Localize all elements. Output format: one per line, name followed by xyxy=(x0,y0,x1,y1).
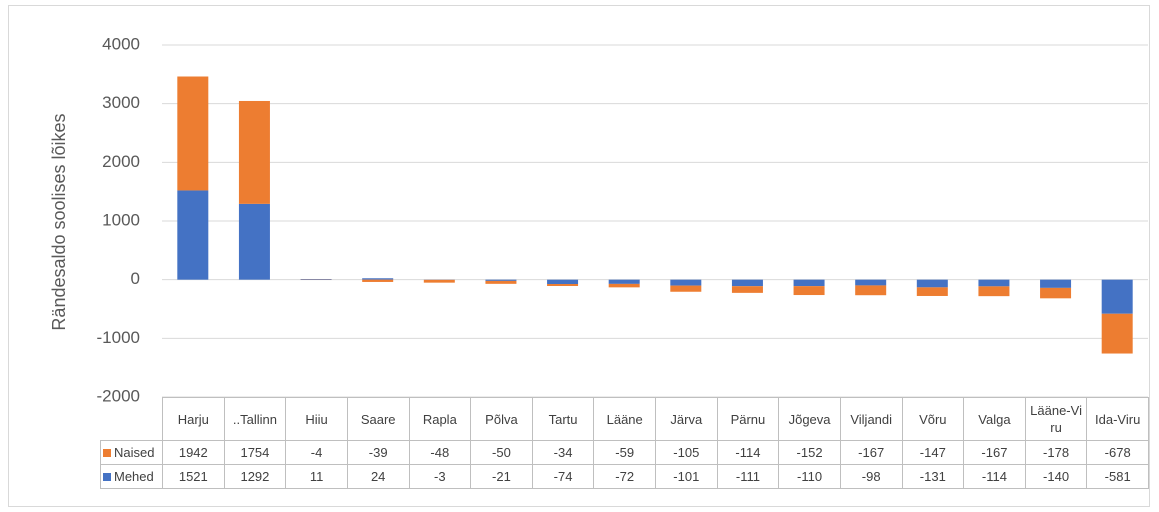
value-cell: -98 xyxy=(839,464,903,489)
bar-segment xyxy=(238,203,270,280)
header-row: Harju ..Tallinn Hiiu Saare Rapla Põlva Tartu Lä… xyxy=(100,397,1149,441)
category-label: Ida-Viru xyxy=(1086,397,1149,441)
legend-entry: Naised xyxy=(100,440,163,465)
bar-segment xyxy=(485,279,517,281)
bar-segment xyxy=(1040,279,1072,288)
bar-segment xyxy=(978,286,1010,297)
value-cell: -4 xyxy=(285,440,348,465)
corner xyxy=(100,397,163,441)
value-cell: -34 xyxy=(531,440,595,465)
bar-segment xyxy=(177,76,209,191)
value-cell: -59 xyxy=(593,440,656,465)
category-label: Saare xyxy=(346,397,410,441)
value-cell: -74 xyxy=(531,464,595,489)
category-label: Järva xyxy=(655,397,718,441)
value-cell: 1942 xyxy=(162,440,225,465)
bar-segment xyxy=(731,286,763,293)
value-cell: -147 xyxy=(901,440,965,465)
bar-segment xyxy=(547,284,579,287)
data-table: Harju ..Tallinn Hiiu Saare Rapla Põlva Tartu Lä… xyxy=(100,397,1149,489)
value-cell: -72 xyxy=(593,464,656,489)
bar-segment xyxy=(731,279,763,287)
series-row: Mehed 1521 1292 11 24 -3 -21 -74 -72 -101 -111 -110… xyxy=(100,464,1149,489)
value-cell: -110 xyxy=(778,464,841,489)
value-cell: -178 xyxy=(1024,440,1088,465)
category-label: Rapla xyxy=(408,397,472,441)
legend-swatch xyxy=(103,449,111,457)
y-tick-label: -1000 xyxy=(97,328,140,347)
category-label: Hiiu xyxy=(285,397,348,441)
value-cell: -3 xyxy=(408,464,472,489)
category-label: Võru xyxy=(901,397,965,441)
category-label: Valga xyxy=(963,397,1026,441)
chart-frame xyxy=(8,5,1150,507)
value-cell: -114 xyxy=(963,464,1026,489)
value-cell: 11 xyxy=(285,464,348,489)
category-label: Pärnu xyxy=(716,397,780,441)
category-label: Harju xyxy=(162,397,225,441)
legend-label: Mehed xyxy=(114,469,154,484)
value-cell: -48 xyxy=(408,440,472,465)
value-cell: -39 xyxy=(346,440,410,465)
bar-segment xyxy=(1101,279,1133,314)
category-label: Lääne-Viru xyxy=(1024,397,1088,441)
bar-segment xyxy=(1101,313,1133,354)
bar-segment xyxy=(485,280,517,284)
value-cell: -140 xyxy=(1024,464,1088,489)
bar-segment xyxy=(978,279,1010,287)
legend-entry: Mehed xyxy=(100,464,163,489)
value-cell: -167 xyxy=(839,440,903,465)
bar-segment xyxy=(855,285,887,296)
bar-segment xyxy=(793,279,825,287)
y-tick-label: 0 xyxy=(131,269,140,288)
bar-segment xyxy=(362,278,394,280)
value-cell: -678 xyxy=(1086,440,1149,465)
bar-segment xyxy=(1040,287,1072,299)
value-cell: -111 xyxy=(716,464,780,489)
bar-segment xyxy=(793,286,825,296)
bar-segment xyxy=(300,279,332,280)
category-label: Viljandi xyxy=(839,397,903,441)
value-cell: -101 xyxy=(655,464,718,489)
value-cell: -131 xyxy=(901,464,965,489)
legend-label: Naised xyxy=(114,445,155,460)
bar-segment xyxy=(916,287,948,296)
series-row: Naised 1942 1754 -4 -39 -48 -50 -34 -59 -105 -114-… xyxy=(100,440,1149,465)
bar-segment xyxy=(670,279,702,286)
category-label: ..Tallinn xyxy=(223,397,287,441)
bar-segment xyxy=(547,279,579,285)
category-label: Jõgeva xyxy=(778,397,841,441)
value-cell: 1754 xyxy=(223,440,287,465)
y-tick-label: 3000 xyxy=(102,93,140,112)
value-cell: -152 xyxy=(778,440,841,465)
y-tick-label: 4000 xyxy=(102,34,140,53)
value-cell: -21 xyxy=(470,464,533,489)
value-cell: -114 xyxy=(716,440,780,465)
bar-segment xyxy=(608,279,640,284)
y-tick-label: 2000 xyxy=(102,152,140,171)
y-axis-title: Rändesaldo soolises lõikes xyxy=(49,113,69,330)
bar-segment xyxy=(855,279,887,286)
category-label: Põlva xyxy=(470,397,533,441)
y-tick-label: 1000 xyxy=(102,210,140,229)
value-cell: 24 xyxy=(346,464,410,489)
bar-segment xyxy=(362,279,394,282)
bar-segment xyxy=(916,279,948,288)
value-cell: -581 xyxy=(1086,464,1149,489)
value-cell: -167 xyxy=(963,440,1026,465)
value-cell: 1292 xyxy=(223,464,287,489)
bar-segment xyxy=(238,100,270,204)
legend-swatch xyxy=(103,473,111,481)
value-cell: -50 xyxy=(470,440,533,465)
bar-segment xyxy=(670,285,702,292)
value-cell: 1521 xyxy=(162,464,225,489)
bar-segment xyxy=(608,283,640,288)
category-label: Lääne xyxy=(593,397,656,441)
bar-segment xyxy=(423,279,455,283)
value-cell: -105 xyxy=(655,440,718,465)
category-label: Tartu xyxy=(531,397,595,441)
bar-segment xyxy=(177,190,209,280)
